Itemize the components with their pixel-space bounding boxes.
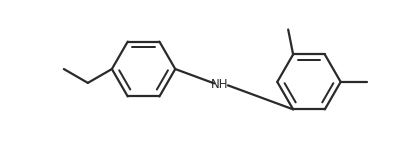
Text: NH: NH <box>211 78 229 91</box>
